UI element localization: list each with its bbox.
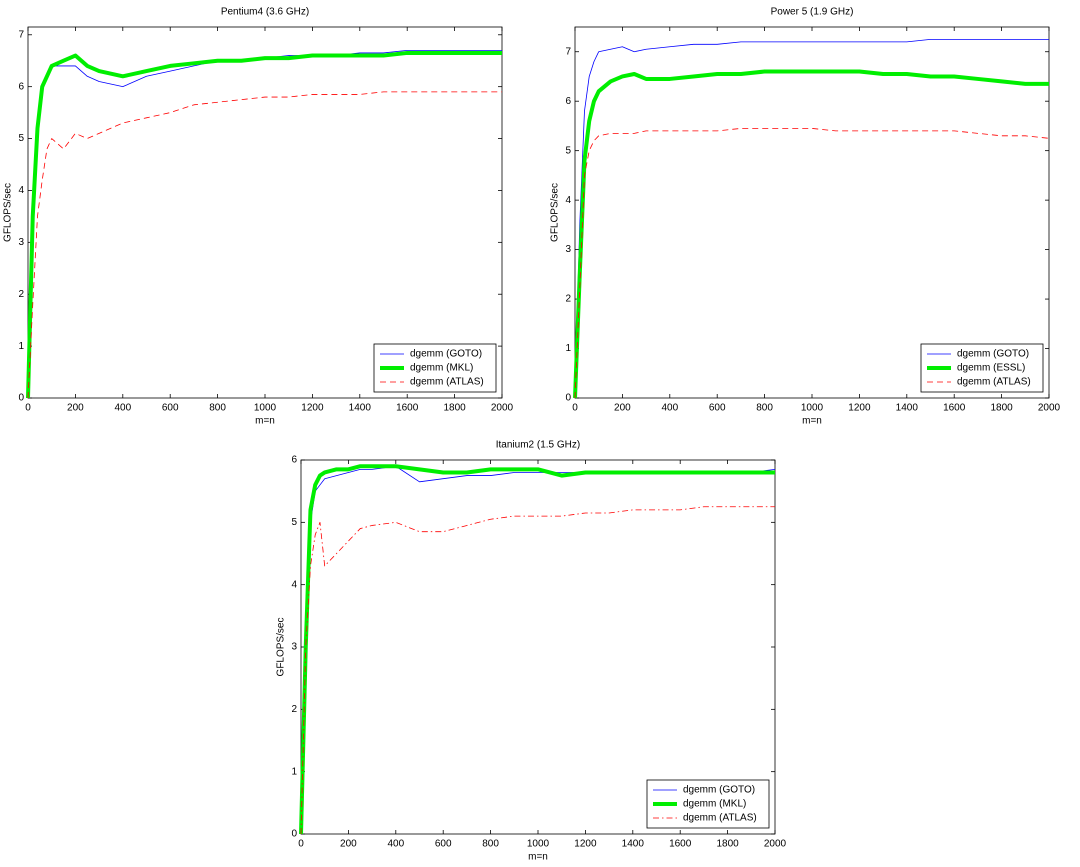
x-tick-label: 1600 bbox=[943, 403, 966, 414]
y-tick-label: 4 bbox=[565, 195, 571, 206]
x-tick-label: 2000 bbox=[491, 403, 514, 414]
legend-label: dgemm (MKL) bbox=[410, 363, 473, 374]
x-tick-label: 0 bbox=[25, 403, 31, 414]
x-axis-label: m=n bbox=[528, 852, 548, 863]
x-axis-label: m=n bbox=[255, 416, 275, 427]
y-axis-label: GFLOPS/sec bbox=[550, 183, 561, 242]
y-tick-label: 0 bbox=[291, 829, 297, 840]
x-tick-label: 400 bbox=[661, 403, 678, 414]
y-tick-label: 2 bbox=[565, 294, 571, 305]
x-tick-label: 0 bbox=[298, 839, 304, 850]
y-tick-label: 0 bbox=[565, 393, 571, 404]
x-tick-label: 200 bbox=[340, 839, 357, 850]
plot-area bbox=[300, 459, 776, 835]
plot-area bbox=[27, 26, 503, 399]
x-tick-label: 800 bbox=[482, 839, 499, 850]
x-tick-label: 1800 bbox=[443, 403, 466, 414]
x-tick-label: 0 bbox=[572, 403, 578, 414]
x-tick-label: 2000 bbox=[1038, 403, 1061, 414]
series-line bbox=[574, 38, 1049, 399]
chart-title: Itanium2 (1.5 GHz) bbox=[496, 440, 580, 451]
x-tick-label: 400 bbox=[114, 403, 131, 414]
x-tick-label: 800 bbox=[756, 403, 773, 414]
chart-title: Pentium4 (3.6 GHz) bbox=[221, 7, 309, 18]
x-tick-label: 600 bbox=[435, 839, 452, 850]
series-line bbox=[299, 464, 775, 835]
chart-title: Power 5 (1.9 GHz) bbox=[771, 7, 854, 18]
x-tick-label: 1000 bbox=[801, 403, 824, 414]
legend-label: dgemm (ATLAS) bbox=[683, 813, 757, 824]
x-tick-label: 1400 bbox=[349, 403, 372, 414]
x-tick-label: 800 bbox=[209, 403, 226, 414]
y-tick-label: 2 bbox=[291, 704, 297, 715]
series-line bbox=[574, 128, 1050, 399]
legend-label: dgemm (ATLAS) bbox=[410, 377, 484, 388]
legend-label: dgemm (MKL) bbox=[683, 799, 746, 810]
x-tick-label: 1800 bbox=[990, 403, 1013, 414]
y-tick-label: 2 bbox=[18, 289, 24, 300]
plot-area bbox=[574, 26, 1050, 399]
y-axis-label: GFLOPS/sec bbox=[276, 618, 287, 677]
y-tick-label: 3 bbox=[18, 237, 24, 248]
y-tick-label: 4 bbox=[291, 579, 297, 590]
x-tick-label: 1200 bbox=[574, 839, 597, 850]
x-tick-label: 1000 bbox=[254, 403, 277, 414]
x-tick-label: 1400 bbox=[896, 403, 919, 414]
legend-label: dgemm (GOTO) bbox=[683, 785, 755, 796]
y-tick-label: 1 bbox=[18, 341, 24, 352]
series-line bbox=[300, 506, 775, 835]
legend-label: dgemm (GOTO) bbox=[410, 349, 482, 360]
y-tick-label: 5 bbox=[291, 517, 297, 528]
y-axis-label: GFLOPS/sec bbox=[3, 183, 14, 242]
y-tick-label: 4 bbox=[18, 185, 24, 196]
x-tick-label: 2000 bbox=[764, 839, 787, 850]
x-tick-label: 1200 bbox=[301, 403, 324, 414]
y-tick-label: 7 bbox=[18, 29, 24, 40]
x-tick-label: 1800 bbox=[716, 839, 739, 850]
x-tick-label: 200 bbox=[67, 403, 84, 414]
x-tick-label: 600 bbox=[162, 403, 179, 414]
x-tick-label: 1600 bbox=[669, 839, 692, 850]
series-line bbox=[27, 91, 502, 399]
x-tick-label: 1200 bbox=[848, 403, 871, 414]
y-tick-label: 7 bbox=[565, 46, 571, 57]
x-tick-label: 1400 bbox=[622, 839, 645, 850]
x-tick-label: 200 bbox=[614, 403, 631, 414]
series-line bbox=[573, 69, 1049, 399]
y-tick-label: 1 bbox=[291, 766, 297, 777]
x-tick-label: 1000 bbox=[527, 839, 550, 850]
y-tick-label: 5 bbox=[18, 133, 24, 144]
legend-label: dgemm (GOTO) bbox=[957, 349, 1029, 360]
legend-label: dgemm (ATLAS) bbox=[957, 377, 1031, 388]
x-tick-label: 1600 bbox=[396, 403, 419, 414]
series-line bbox=[26, 50, 502, 399]
legend-label: dgemm (ESSL) bbox=[957, 363, 1025, 374]
y-tick-label: 3 bbox=[565, 244, 571, 255]
y-tick-label: 5 bbox=[565, 145, 571, 156]
y-tick-label: 6 bbox=[291, 455, 297, 466]
x-axis-label: m=n bbox=[802, 416, 822, 427]
subplot: Power 5 (1.9 GHz) m=n GFLOPS/sec 0 200 400 600… bbox=[550, 7, 1061, 427]
y-tick-label: 0 bbox=[18, 393, 24, 404]
x-tick-label: 600 bbox=[709, 403, 726, 414]
x-tick-label: 400 bbox=[387, 839, 404, 850]
y-tick-label: 6 bbox=[565, 96, 571, 107]
y-tick-label: 6 bbox=[18, 81, 24, 92]
y-tick-label: 3 bbox=[291, 642, 297, 653]
y-tick-label: 1 bbox=[565, 343, 571, 354]
